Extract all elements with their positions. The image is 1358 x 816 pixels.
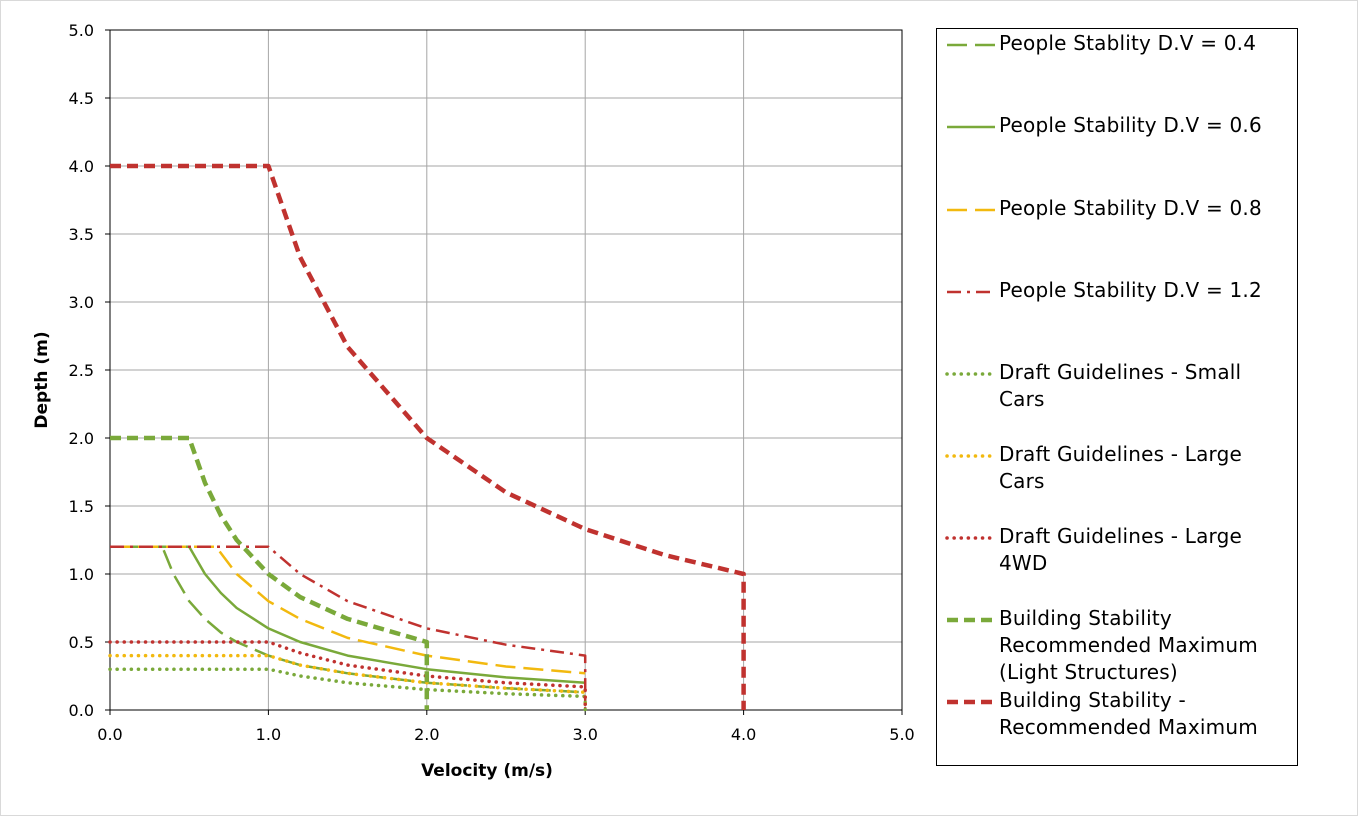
legend-label: Draft Guidelines - Large Cars bbox=[999, 442, 1243, 493]
series-line-7 bbox=[108, 640, 587, 712]
legend-label: Draft Guidelines - Large 4WD bbox=[999, 524, 1243, 575]
series-line-8 bbox=[110, 435, 430, 710]
gridlines bbox=[110, 29, 903, 710]
y-tick-label: 3.0 bbox=[69, 293, 94, 312]
chart-legend: People Stablity D.V = 0.4 People Stabilit… bbox=[936, 28, 1298, 766]
series-line-5 bbox=[108, 667, 587, 712]
y-tick-label: 2.0 bbox=[69, 429, 94, 448]
y-axis-title: Depth (m) bbox=[32, 331, 52, 428]
legend-swatch bbox=[947, 208, 995, 212]
x-tick-label: 0.0 bbox=[97, 725, 122, 744]
series-line-4 bbox=[110, 545, 587, 710]
y-tick-label: 4.0 bbox=[69, 157, 94, 176]
series-lines bbox=[108, 163, 746, 712]
series-line-3 bbox=[110, 545, 586, 675]
x-tick-label: 1.0 bbox=[256, 725, 281, 744]
y-tick-label: 1.0 bbox=[69, 565, 94, 584]
y-tick-label: 4.5 bbox=[69, 89, 94, 108]
legend-label: Building Stability Recommended Maximum (… bbox=[999, 606, 1258, 684]
legend-swatch bbox=[945, 536, 997, 540]
legend-swatch bbox=[947, 617, 995, 623]
y-tick-label: 2.5 bbox=[69, 361, 94, 380]
y-tick-label: 0.0 bbox=[69, 701, 94, 720]
y-tick-label: 1.5 bbox=[69, 497, 94, 516]
legend-label: People Stability D.V = 0.8 bbox=[999, 196, 1262, 220]
legend-label: Draft Guidelines - Small Cars bbox=[999, 360, 1242, 411]
y-tick-label: 5.0 bbox=[69, 21, 94, 40]
legend-label: People Stability D.V = 1.2 bbox=[999, 278, 1262, 302]
series-line-6 bbox=[108, 653, 587, 712]
legend-swatch bbox=[947, 290, 995, 294]
legend-label: People Stablity D.V = 0.4 bbox=[999, 31, 1257, 55]
x-tick-label: 5.0 bbox=[889, 725, 914, 744]
legend-swatch bbox=[947, 125, 995, 129]
series-line-9 bbox=[110, 163, 746, 710]
y-tick-label: 0.5 bbox=[69, 633, 94, 652]
x-axis-title: Velocity (m/s) bbox=[421, 761, 553, 781]
legend-swatch bbox=[947, 43, 995, 47]
legend-swatch bbox=[947, 699, 995, 705]
x-tick-label: 4.0 bbox=[731, 725, 756, 744]
tick-labels: 0.0 1.0 2.0 3.0 4.0 5.0 0.0 0.5 1.0 1.5 2.0 2.5 3.0 3… bbox=[69, 21, 915, 744]
series-line-2 bbox=[110, 545, 586, 685]
legend-swatch bbox=[945, 454, 997, 458]
y-tick-label: 3.5 bbox=[69, 225, 94, 244]
legend-swatch bbox=[945, 372, 997, 376]
x-tick-label: 3.0 bbox=[572, 725, 597, 744]
x-tick-label: 2.0 bbox=[414, 725, 439, 744]
legend-label: People Stability D.V = 0.6 bbox=[999, 113, 1262, 137]
axes bbox=[105, 29, 903, 715]
legend-label: Building Stability - Recommended Maximum bbox=[999, 688, 1258, 739]
